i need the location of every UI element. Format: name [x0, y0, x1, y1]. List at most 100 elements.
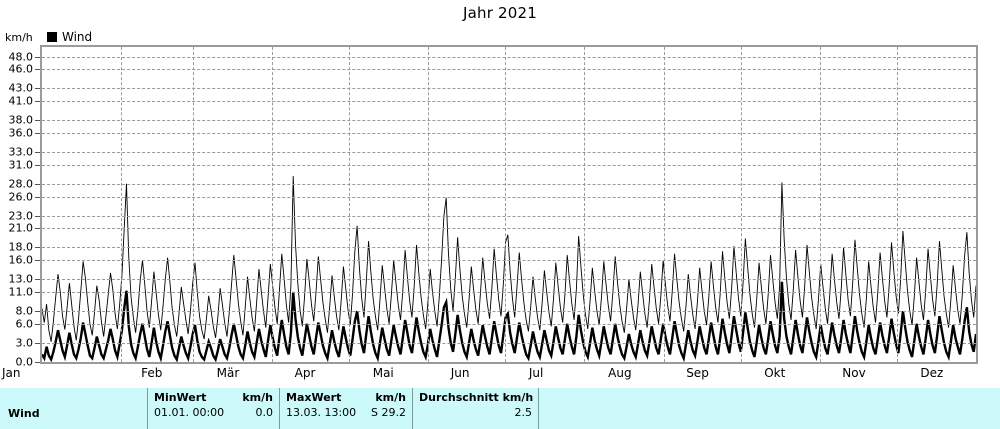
- x-tick-label: Okt: [764, 366, 786, 380]
- y-tick-mark: [35, 120, 40, 122]
- y-tick-label: 13.0: [8, 272, 34, 286]
- gridline-horizontal: [42, 120, 976, 122]
- y-tick-label: 38.0: [8, 113, 34, 127]
- gridline-vertical: [192, 47, 194, 362]
- y-tick-label: 33.0: [8, 145, 34, 159]
- gridline-horizontal: [42, 101, 976, 103]
- y-tick-mark: [35, 260, 40, 262]
- gridline-vertical: [272, 47, 274, 362]
- y-tick-label: 46.0: [8, 62, 34, 76]
- y-tick-label: 23.0: [8, 209, 34, 223]
- y-tick-mark: [35, 292, 40, 293]
- summary-col-min: MinWert km/h 01.01. 00:00 0.0: [147, 388, 279, 429]
- y-tick-mark: [35, 101, 40, 103]
- x-tick-label: Sep: [686, 366, 709, 380]
- y-tick-label: 11.0: [8, 285, 34, 299]
- y-tick-mark: [35, 228, 40, 230]
- y-tick-mark: [35, 132, 40, 134]
- gridline-horizontal: [42, 196, 976, 198]
- gridline-horizontal: [42, 260, 976, 262]
- summary-col-max-head-right: km/h: [375, 391, 406, 404]
- wind-series-svg: [42, 176, 976, 362]
- x-tick-label: Apr: [294, 366, 316, 380]
- gridline-vertical: [584, 47, 586, 362]
- legend-swatch-wind: [47, 32, 57, 42]
- y-tick-mark: [35, 342, 40, 344]
- y-tick-label: 31.0: [8, 158, 34, 172]
- plot-inner: [42, 47, 976, 362]
- gridline-horizontal: [42, 164, 976, 166]
- gridline-horizontal: [42, 69, 976, 71]
- y-tick-label: 21.0: [8, 221, 34, 235]
- gridline-vertical: [740, 47, 742, 362]
- gridline-vertical: [505, 47, 507, 362]
- y-tick-label: 3.0: [15, 336, 34, 350]
- summary-col-max-head: MaxWert km/h: [280, 390, 412, 405]
- y-tick-label: 28.0: [8, 177, 34, 191]
- y-tick-label: 6.0: [15, 317, 34, 331]
- summary-col-avg-val: 2.5: [413, 405, 538, 420]
- y-tick-mark: [35, 164, 40, 166]
- gridline-horizontal: [42, 88, 976, 90]
- x-axis: Jan Feb Mär Apr Mai Jun Jul Aug Sep Okt Nov Dez: [0, 366, 1000, 384]
- gridline-horizontal: [42, 183, 976, 185]
- summary-col-max-val-left: 13.03. 13:00: [286, 406, 357, 419]
- gridline-vertical: [663, 47, 665, 362]
- gridline-vertical: [819, 47, 821, 362]
- gridline-horizontal: [42, 247, 976, 249]
- summary-col-min-val-left: 01.01. 00:00: [154, 406, 225, 419]
- gridline-vertical: [121, 47, 123, 362]
- x-tick-label: Aug: [608, 366, 632, 380]
- y-tick-mark: [35, 183, 40, 185]
- y-tick-label: 41.0: [8, 94, 34, 108]
- y-tick-mark: [35, 311, 40, 313]
- gridline-horizontal: [42, 311, 976, 313]
- summary-col-min-head-left: MinWert: [154, 391, 207, 404]
- y-tick-label: 43.0: [8, 81, 34, 95]
- summary-col-min-head: MinWert km/h: [148, 390, 279, 405]
- summary-col-min-val-right: 0.0: [255, 406, 274, 419]
- gridline-horizontal: [42, 152, 976, 153]
- x-tick-label: Feb: [141, 366, 163, 380]
- page-title: Jahr 2021: [462, 4, 538, 22]
- chart-legend: Wind: [47, 30, 92, 44]
- gridline-vertical: [896, 47, 898, 362]
- legend-label-wind: Wind: [62, 30, 93, 44]
- gridline-horizontal: [42, 323, 976, 325]
- gridline-horizontal: [42, 215, 976, 217]
- y-tick-mark: [35, 279, 40, 281]
- y-tick-label: 16.0: [8, 253, 34, 267]
- plot-area: [40, 45, 978, 364]
- summary-col-max-val-right: S 29.2: [371, 406, 406, 419]
- y-tick-mark: [35, 88, 40, 90]
- summary-table: Wind MinWert km/h 01.01. 00:00 0.0 MaxWe…: [0, 388, 1000, 429]
- summary-col-tail: [538, 388, 548, 429]
- x-tick-label: Mär: [216, 366, 240, 380]
- y-tick-label: 0.0: [15, 355, 34, 369]
- y-tick-label: 18.0: [8, 240, 34, 254]
- y-tick-label: 8.0: [15, 304, 34, 318]
- gridline-horizontal: [42, 279, 976, 281]
- y-tick-mark: [35, 152, 40, 153]
- summary-col-min-head-right: km/h: [242, 391, 273, 404]
- summary-col-max: MaxWert km/h 13.03. 13:00 S 29.2: [279, 388, 412, 429]
- summary-col-avg-val-right: 2.5: [514, 406, 533, 419]
- x-tick-label: Nov: [842, 366, 866, 380]
- y-tick-label: 36.0: [8, 126, 34, 140]
- x-tick-label: Mai: [372, 366, 394, 380]
- summary-row-label-cell: Wind: [0, 388, 147, 429]
- y-tick-mark: [35, 323, 40, 325]
- summary-col-max-head-left: MaxWert: [286, 391, 342, 404]
- x-tick-label: Jun: [450, 366, 470, 380]
- y-tick-mark: [35, 215, 40, 217]
- summary-col-avg: Durchschnitt km/h 2.5: [412, 388, 538, 429]
- gridline-vertical: [428, 47, 430, 362]
- summary-col-min-val: 01.01. 00:00 0.0: [148, 405, 279, 420]
- summary-col-max-val: 13.03. 13:00 S 29.2: [280, 405, 412, 420]
- gridline-vertical: [349, 47, 351, 362]
- summary-grid: Wind MinWert km/h 01.01. 00:00 0.0 MaxWe…: [0, 388, 548, 429]
- y-tick-mark: [35, 56, 40, 58]
- y-tick-mark: [35, 362, 40, 363]
- gridline-horizontal: [42, 132, 976, 134]
